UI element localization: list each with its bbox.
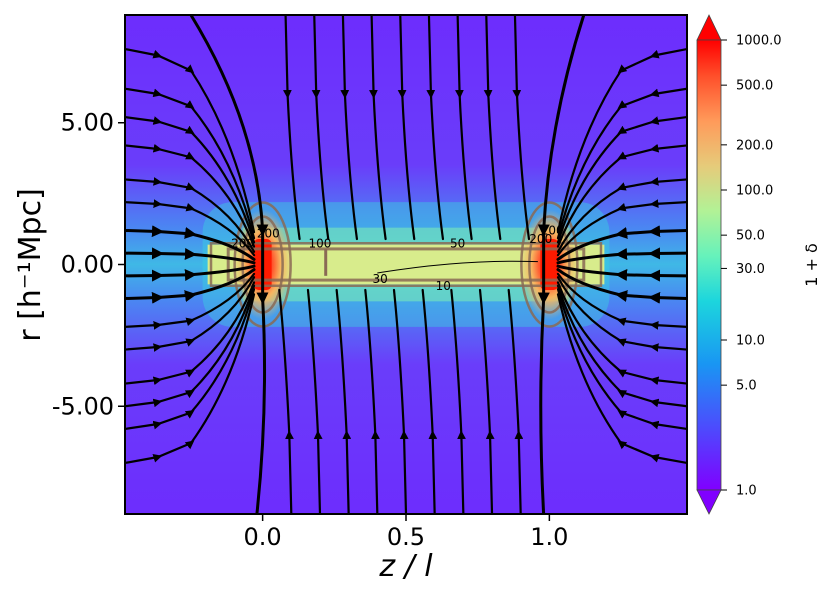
streamline — [556, 115, 687, 244]
streamline — [311, 15, 330, 241]
contour-200 — [226, 247, 586, 282]
contour-label: 200 — [529, 232, 552, 246]
streamline — [556, 281, 687, 386]
streamline — [125, 199, 256, 257]
x-axis-label: z / l — [378, 549, 433, 584]
contour-100 — [209, 241, 603, 288]
streamline — [369, 15, 387, 241]
y-axis-label: r [h⁻¹Mpc] — [13, 188, 48, 342]
y-axis: 5.00 0.00 -5.00 — [52, 109, 125, 420]
colorbar-tick-label: 200.0 — [736, 138, 773, 153]
streamline — [340, 15, 359, 241]
streamline — [556, 268, 687, 304]
streamline — [125, 143, 256, 248]
streamline — [125, 247, 256, 265]
x-tick-label: 0.0 — [244, 523, 282, 551]
node-contour-inner — [528, 215, 571, 314]
streamline — [125, 225, 256, 261]
x-tick-label: 1.0 — [530, 523, 568, 551]
colorbar-tick-label: 50.0 — [736, 229, 765, 244]
streamline — [397, 15, 416, 241]
streamline — [478, 288, 495, 514]
streamline — [556, 272, 687, 330]
streamline — [125, 264, 256, 282]
separatrix — [537, 15, 586, 514]
streamline — [556, 177, 687, 253]
colorbar-tick-label: 100.0 — [736, 184, 773, 199]
streamline — [556, 264, 687, 282]
colorbar-tick-label: 500.0 — [736, 79, 773, 94]
streamline — [283, 15, 301, 241]
contour-label: 200 — [257, 227, 280, 241]
streamline — [125, 276, 256, 352]
contour-label: 30 — [373, 272, 388, 286]
streamline — [125, 115, 256, 244]
streamline — [125, 47, 256, 234]
streamline — [507, 288, 524, 514]
node-contour — [520, 201, 579, 328]
contour-label: 100 — [309, 236, 332, 250]
colorbar-extend-top — [696, 14, 722, 41]
colorbar-ticks: 1000.0 500.0 200.0 100.0 50.0 30.0 10.0 5.0 1.0 — [721, 34, 782, 499]
colorbar-tick-label: 1.0 — [736, 484, 757, 499]
streamline — [421, 288, 438, 514]
streamline — [125, 293, 256, 465]
streamline — [125, 281, 256, 386]
streamline — [426, 15, 445, 241]
colorbar-tick-label: 1000.0 — [736, 34, 782, 49]
streamline — [364, 288, 380, 514]
y-tick-label: -5.00 — [52, 392, 114, 420]
streamline — [556, 225, 687, 261]
colorbar: 1000.0500.0200.0100.050.030.010.05.01.0 … — [696, 14, 821, 515]
streamline — [455, 15, 473, 241]
streamline — [556, 288, 687, 431]
streamline — [125, 284, 256, 408]
x-tick-label: 0.5 — [387, 523, 425, 551]
colorbar-extend-bottom — [696, 489, 722, 515]
streamline — [556, 143, 687, 248]
streamline — [335, 288, 352, 514]
contour-label: 200 — [231, 236, 254, 250]
colorbar-tick-label: 10.0 — [736, 334, 765, 349]
x-axis: 0.0 0.5 1.0 — [244, 514, 568, 551]
y-tick-label: 5.00 — [61, 109, 114, 137]
streamline — [392, 288, 409, 514]
streamline-thin — [377, 260, 538, 274]
velocity-streamlines — [125, 15, 687, 514]
streamline — [125, 177, 256, 253]
streamline — [556, 87, 687, 240]
y-tick-label: 0.00 — [61, 251, 114, 279]
streamline — [483, 15, 502, 241]
contour-label: 50 — [450, 236, 465, 250]
streamline — [278, 288, 294, 514]
density-contours — [209, 201, 603, 328]
streamline — [450, 288, 466, 514]
streamline — [556, 47, 687, 234]
contour-label: 10 — [436, 279, 451, 293]
colorbar-tick-label: 30.0 — [736, 262, 765, 277]
streamline — [556, 247, 687, 265]
streamline — [556, 293, 687, 465]
streamline — [556, 199, 687, 257]
separatrix — [189, 15, 269, 514]
streamline — [556, 276, 687, 352]
streamline — [125, 87, 256, 240]
contour-label: 200 — [541, 224, 564, 238]
colorbar-gradient — [696, 39, 722, 491]
colorbar-label: 1 + δ — [802, 243, 821, 287]
streamline — [556, 284, 687, 408]
streamline — [512, 15, 531, 241]
streamline — [306, 288, 323, 514]
streamline — [125, 268, 256, 304]
streamline — [125, 288, 256, 431]
streamline — [125, 272, 256, 330]
colorbar-tick-label: 5.0 — [736, 379, 757, 394]
